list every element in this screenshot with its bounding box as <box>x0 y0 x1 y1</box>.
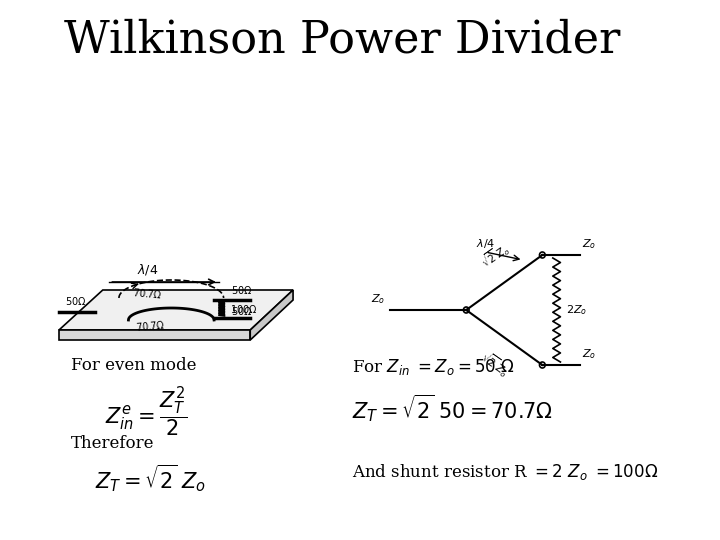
Text: $70.7\Omega$: $70.7\Omega$ <box>132 286 163 300</box>
Text: And shunt resistor R $=2\ Z_o$ $= 100\Omega$: And shunt resistor R $=2\ Z_o$ $= 100\Om… <box>352 462 658 482</box>
Text: $70.7\Omega$: $70.7\Omega$ <box>135 319 166 333</box>
Polygon shape <box>59 290 293 330</box>
Text: $Z_T = \sqrt{2}\; 50 = 70.7\Omega$: $Z_T = \sqrt{2}\; 50 = 70.7\Omega$ <box>352 392 553 424</box>
Text: Wilkinson Power Divider: Wilkinson Power Divider <box>64 18 621 62</box>
Text: $2Z_o$: $2Z_o$ <box>566 303 588 317</box>
Text: $\lambda/4$: $\lambda/4$ <box>137 262 158 277</box>
Text: $100\Omega$: $100\Omega$ <box>230 303 258 315</box>
Text: $Z_T = \sqrt{2}\; Z_o$: $Z_T = \sqrt{2}\; Z_o$ <box>95 462 206 494</box>
Polygon shape <box>59 330 251 340</box>
Text: $50\Omega$: $50\Omega$ <box>65 295 86 307</box>
Text: $Z_o$: $Z_o$ <box>582 237 597 251</box>
Text: For even mode: For even mode <box>71 357 197 374</box>
Text: For $Z_{in}$ $=Z_o=50\ \Omega$: For $Z_{in}$ $=Z_o=50\ \Omega$ <box>352 357 515 377</box>
Text: $\sqrt{2}\,Z_o$: $\sqrt{2}\,Z_o$ <box>477 348 513 381</box>
Text: $50\Omega$: $50\Omega$ <box>231 305 253 317</box>
Text: $Z_o$: $Z_o$ <box>371 292 385 306</box>
Polygon shape <box>251 290 293 340</box>
Text: $Z^e_{in} = \dfrac{Z_T^2}{2}$: $Z^e_{in} = \dfrac{Z_T^2}{2}$ <box>104 385 186 438</box>
Text: $50\Omega$: $50\Omega$ <box>231 284 253 296</box>
Text: $\lambda/4$: $\lambda/4$ <box>476 237 495 250</box>
Text: $\sqrt{2}\,Z_o$: $\sqrt{2}\,Z_o$ <box>477 239 513 272</box>
Text: $Z_o$: $Z_o$ <box>582 347 597 361</box>
Text: Therefore: Therefore <box>71 435 155 452</box>
